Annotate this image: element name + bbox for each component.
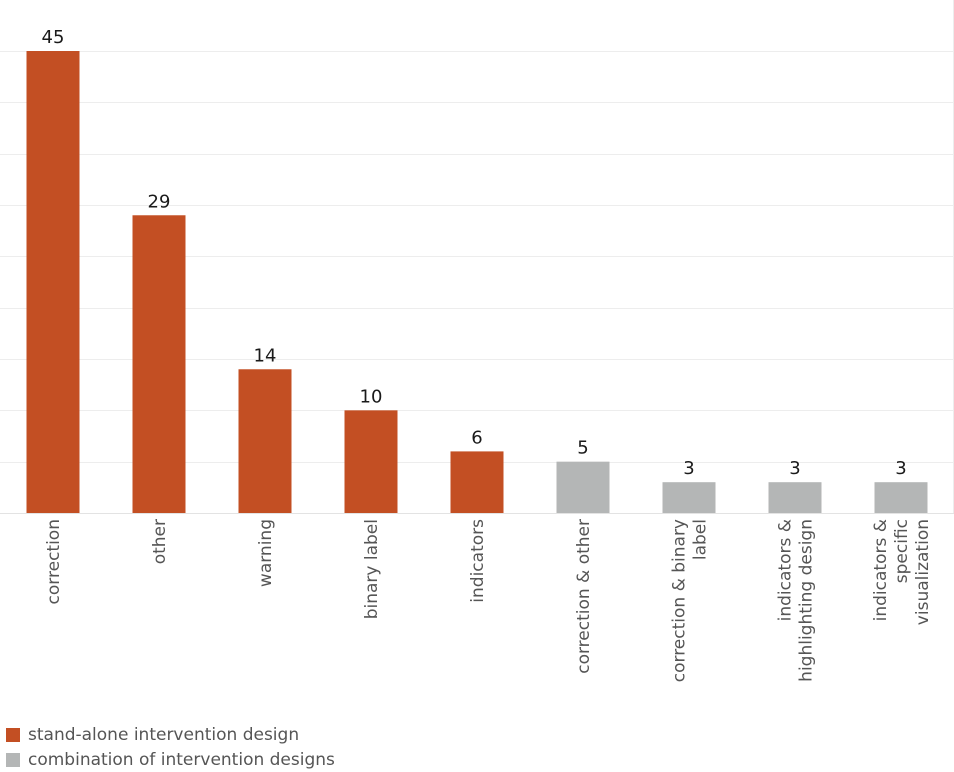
data-label: 14 (254, 345, 277, 366)
x-tick-label-line: correction & other (574, 519, 594, 674)
data-label: 45 (42, 27, 65, 48)
x-tick-label-line: indicators & (871, 519, 891, 621)
x-tick-label: correction & other (574, 519, 594, 674)
bar[interactable] (662, 482, 716, 513)
legend-label-standalone: stand-alone intervention design (28, 724, 300, 745)
x-tick-label-line: warning (256, 519, 276, 587)
data-label: 6 (471, 427, 482, 448)
bar[interactable] (132, 215, 186, 513)
bar[interactable] (344, 410, 398, 513)
x-tick-label: correction (44, 519, 64, 604)
bar[interactable] (450, 451, 504, 513)
data-label: 10 (360, 386, 383, 407)
bar[interactable] (874, 482, 928, 513)
x-tick-label-line: other (150, 519, 170, 564)
x-tick-label: other (150, 519, 170, 564)
x-tick-label-line: specific (892, 519, 912, 583)
data-label: 3 (789, 458, 800, 479)
legend-swatch-standalone (6, 727, 20, 742)
legend-item-combination[interactable]: combination of intervention designs (6, 747, 335, 772)
x-tick-label-line: indicators (468, 519, 488, 603)
data-label: 3 (683, 458, 694, 479)
bar[interactable] (26, 51, 80, 513)
bar-chart: 45 correction 29 other 14 warning 10 binary lab… (0, 0, 954, 682)
legend-item-standalone[interactable]: stand-alone intervention design (6, 722, 335, 747)
data-label: 29 (148, 191, 171, 212)
bar[interactable] (768, 482, 822, 513)
bar[interactable] (238, 369, 292, 513)
legend-label-combination: combination of intervention designs (28, 749, 335, 770)
x-tick-label: indicators (468, 519, 488, 603)
x-tick-label: warning (256, 519, 276, 587)
x-tick-label-line: indicators & (776, 519, 796, 621)
x-tick-label-line: visualization (913, 519, 933, 625)
x-tick-label-line: binary label (362, 519, 382, 619)
x-tick-label: indicators & specific visualization (871, 519, 933, 625)
x-tick-label: indicators & highlighting design (776, 519, 817, 682)
data-label: 3 (895, 458, 906, 479)
x-tick-label: binary label (362, 519, 382, 619)
data-label: 5 (577, 438, 588, 459)
bar[interactable] (556, 461, 610, 513)
x-tick-label-line: correction & binary (670, 519, 690, 682)
legend-swatch-combination (6, 752, 20, 767)
x-tick-label: correction & binary label (670, 519, 711, 682)
x-tick-label-line: highlighting design (797, 519, 817, 682)
legend: stand-alone intervention design combinat… (6, 722, 335, 772)
x-tick-label-line: label (691, 519, 711, 560)
x-tick-label-line: correction (44, 519, 64, 604)
